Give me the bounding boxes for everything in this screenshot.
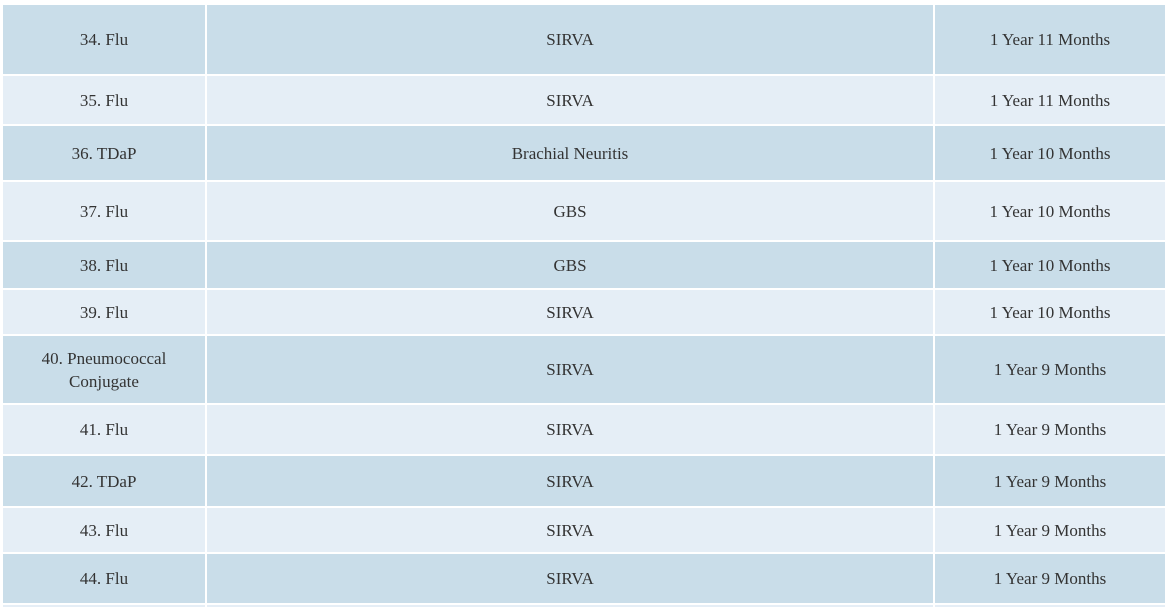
duration-cell: 1 Year 9 Months bbox=[935, 336, 1165, 403]
injury-cell: SIRVA bbox=[207, 405, 933, 454]
injury-cell: SIRVA bbox=[207, 76, 933, 124]
injury-cell: SIRVA bbox=[207, 290, 933, 334]
vaccine-cell: 34. Flu bbox=[3, 5, 205, 74]
vaccine-cell: 37. Flu bbox=[3, 182, 205, 240]
injury-cell: SIRVA bbox=[207, 456, 933, 506]
vaccine-cell: 36. TDaP bbox=[3, 126, 205, 180]
injury-cell: GBS bbox=[207, 182, 933, 240]
vaccine-cell: 44. Flu bbox=[3, 554, 205, 603]
injury-cell: SIRVA bbox=[207, 554, 933, 603]
injury-cell: SIRVA bbox=[207, 508, 933, 552]
vaccine-cell: 41. Flu bbox=[3, 405, 205, 454]
vaccine-cell: 42. TDaP bbox=[3, 456, 205, 506]
partial-row bbox=[935, 605, 1165, 607]
duration-cell: 1 Year 9 Months bbox=[935, 456, 1165, 506]
duration-cell: 1 Year 9 Months bbox=[935, 554, 1165, 603]
vaccine-cell: 39. Flu bbox=[3, 290, 205, 334]
duration-cell: 1 Year 11 Months bbox=[935, 5, 1165, 74]
injury-cell: SIRVA bbox=[207, 5, 933, 74]
vaccine-cell: 40. Pneumococcal Conjugate bbox=[3, 336, 205, 403]
vaccine-cell: 35. Flu bbox=[3, 76, 205, 124]
vaccine-cell: 43. Flu bbox=[3, 508, 205, 552]
partial-row bbox=[3, 605, 205, 607]
duration-cell: 1 Year 10 Months bbox=[935, 182, 1165, 240]
injury-cell: SIRVA bbox=[207, 336, 933, 403]
duration-cell: 1 Year 11 Months bbox=[935, 76, 1165, 124]
duration-cell: 1 Year 9 Months bbox=[935, 508, 1165, 552]
duration-cell: 1 Year 10 Months bbox=[935, 126, 1165, 180]
duration-cell: 1 Year 9 Months bbox=[935, 405, 1165, 454]
partial-row bbox=[207, 605, 933, 607]
vaccine-cell: 38. Flu bbox=[3, 242, 205, 288]
duration-cell: 1 Year 10 Months bbox=[935, 290, 1165, 334]
injury-cell: Brachial Neuritis bbox=[207, 126, 933, 180]
injury-cell: GBS bbox=[207, 242, 933, 288]
duration-cell: 1 Year 10 Months bbox=[935, 242, 1165, 288]
